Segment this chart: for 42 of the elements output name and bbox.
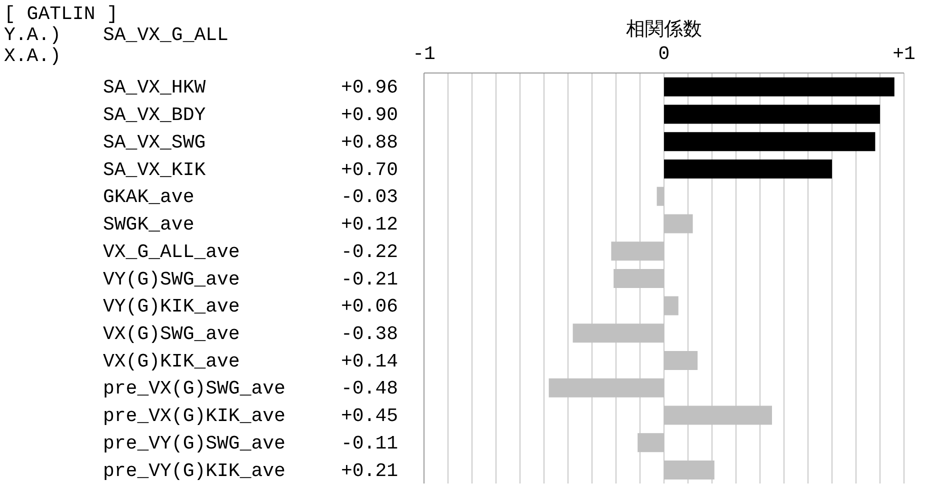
data-label: +0.21 (340, 460, 398, 482)
y-tick-label: SWGK_ave (103, 214, 194, 236)
data-label: -0.11 (340, 432, 398, 454)
text: SA_VX_G_ALL (103, 24, 228, 46)
y-tick-label: VY(G)SWG_ave (103, 268, 240, 290)
y-tick-label: VX(G)SWG_ave (103, 322, 240, 345)
y-tick-label: SA_VX_SWG (103, 131, 206, 154)
data-label: +0.45 (340, 405, 398, 428)
text: [ GATLIN ] (4, 3, 118, 25)
text: Y.A.) (4, 24, 62, 46)
bar (664, 132, 876, 152)
x-tick-label: +1 (892, 43, 916, 65)
bar (664, 104, 880, 124)
data-label: +0.12 (340, 214, 398, 236)
y-tick-label: GKAK_ave (103, 186, 194, 208)
data-label: +0.14 (340, 350, 398, 372)
y-tick-label: pre_VY(G)KIK_ave (103, 460, 286, 482)
y-tick-label: pre_VX(G)SWG_ave (103, 378, 286, 400)
data-label: +0.90 (340, 104, 398, 126)
x-axis-title: 相関係数 (625, 19, 703, 41)
data-label: -0.38 (340, 322, 398, 345)
y-tick-label: SA_VX_BDY (103, 104, 206, 126)
text: X.A.) (4, 45, 62, 67)
y-tick-label: pre_VX(G)KIK_ave (103, 405, 286, 428)
y-tick-label: VX_G_ALL_ave (103, 240, 240, 263)
data-label: +0.70 (340, 158, 398, 181)
data-label: -0.48 (340, 378, 398, 400)
bar (664, 159, 832, 178)
x-tick-label: 0 (658, 43, 670, 65)
data-label: -0.22 (340, 240, 398, 263)
bar (664, 77, 894, 96)
y-tick-label: SA_VX_KIK (103, 158, 206, 181)
y-tick-label: VY(G)KIK_ave (103, 296, 240, 318)
y-tick-label: SA_VX_HKW (103, 76, 206, 99)
data-label: +0.96 (340, 76, 398, 99)
y-tick-label: VX(G)KIK_ave (103, 350, 240, 372)
data-label: +0.06 (340, 296, 398, 318)
y-tick-label: pre_VY(G)SWG_ave (103, 432, 286, 454)
data-label: +0.88 (340, 131, 398, 154)
x-tick-label: -1 (412, 43, 436, 65)
data-label: -0.21 (340, 268, 398, 290)
data-label: -0.03 (340, 186, 398, 208)
